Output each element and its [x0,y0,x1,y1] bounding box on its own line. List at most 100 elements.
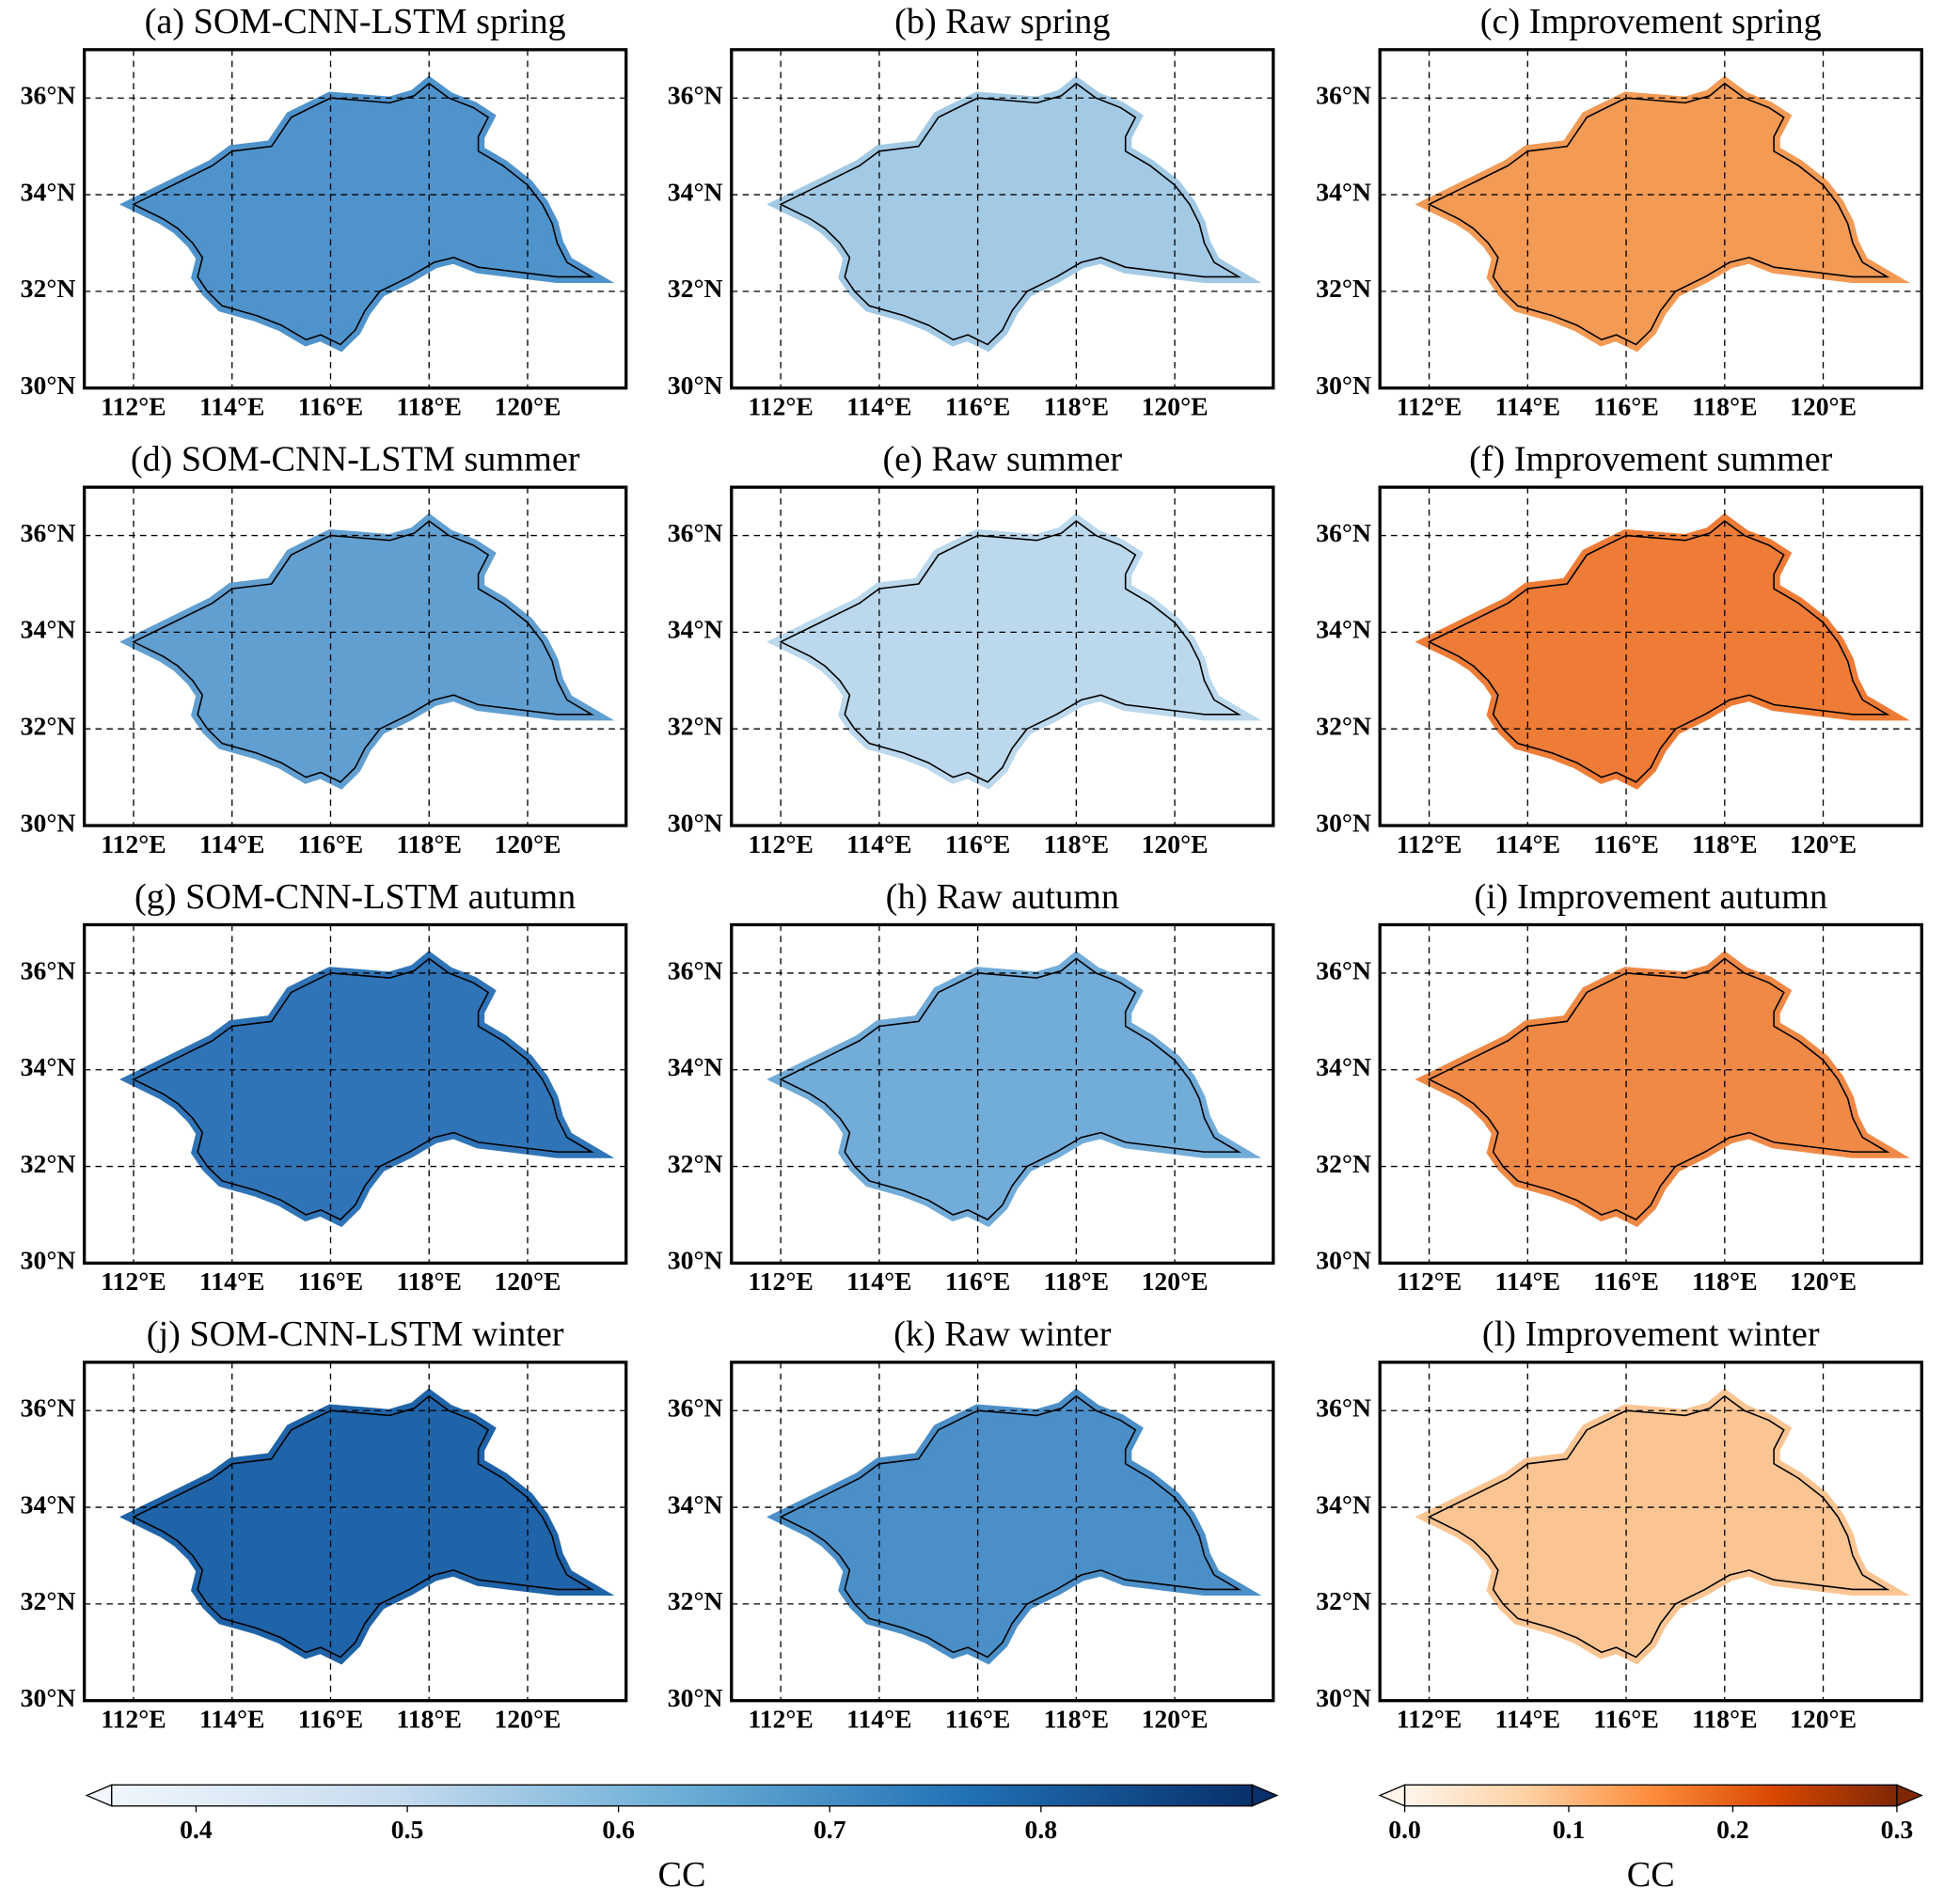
panel-title: (h) Raw autumn [886,877,1119,917]
x-tick-label: 116°E [298,391,364,420]
x-tick-label: 112°E [101,829,166,858]
map-panel: (e) Raw summer 112°E 114°E 116°E 118°E 120°E 3… [668,440,1275,858]
x-tick-label: 114°E [1495,391,1561,420]
colorbar: 0.4 0.5 0.6 0.7 0.8 CC [85,1784,1279,1895]
map-panel: (c) Improvement spring 112°E 114°E 116°E 118… [1316,2,1923,420]
basin-outline [1427,82,1890,346]
x-tick-label: 120°E [1142,1704,1209,1733]
y-tick-label: 30°N [21,1246,76,1275]
basin-outline [779,957,1242,1221]
x-tick-label: 120°E [1790,1704,1857,1733]
x-tick-label: 116°E [945,829,1011,858]
panel-title: (e) Raw summer [882,440,1122,480]
y-tick-label: 30°N [1316,1246,1371,1275]
y-tick-label: 32°N [21,274,76,303]
x-tick-label: 118°E [396,1267,462,1296]
y-tick-label: 34°N [21,1052,76,1081]
map-panel: (b) Raw spring 112°E 114°E 116°E 118°E 120°E 3… [668,2,1275,420]
panel-frame [1378,922,1923,1266]
colorbar-frame [110,1784,1254,1807]
y-tick-label: 32°N [1316,1586,1371,1615]
colorbar-tick-label: 0.2 [1716,1815,1749,1844]
colorbar-extend-low [1378,1784,1406,1807]
basin-field [767,1388,1262,1665]
x-tick-label: 114°E [846,1267,912,1296]
x-tick-label: 114°E [846,829,912,858]
basin-field [119,512,615,790]
basin-field [119,1388,615,1665]
y-tick-label: 30°N [668,370,723,400]
y-tick-label: 32°N [1316,712,1371,741]
x-tick-label: 112°E [1397,1267,1462,1296]
y-tick-label: 30°N [1316,370,1371,400]
map-panel: (a) SOM-CNN-LSTM spring 112°E 114°E 116°E 11… [21,2,628,420]
x-tick-label: 116°E [945,1267,1011,1296]
x-tick-label: 112°E [748,1704,814,1733]
y-tick-label: 30°N [21,808,76,837]
x-tick-label: 118°E [1044,391,1110,420]
x-tick-label: 120°E [1142,829,1209,858]
basin-field [1415,75,1910,353]
x-tick-label: 120°E [1790,391,1857,420]
x-tick-label: 116°E [1593,829,1659,858]
x-tick-label: 112°E [101,391,166,420]
x-tick-label: 114°E [1495,1267,1561,1296]
y-tick-label: 30°N [21,370,76,400]
basin-outline [1427,520,1890,783]
panel-frame [1378,48,1923,390]
panel-title: (f) Improvement summer [1469,440,1833,480]
y-tick-label: 34°N [21,615,76,644]
y-tick-label: 30°N [668,1683,723,1712]
x-tick-label: 118°E [396,1704,462,1733]
panel-frame [730,1361,1275,1703]
panel-title: (k) Raw winter [893,1314,1112,1354]
panel-frame [82,48,628,390]
colorbar-tick-label: 0.5 [391,1815,424,1844]
x-tick-label: 118°E [1692,391,1758,420]
x-tick-label: 114°E [846,1704,912,1733]
x-tick-label: 114°E [846,391,912,420]
y-tick-label: 32°N [1316,1149,1371,1178]
x-tick-label: 120°E [1790,1267,1857,1296]
x-tick-label: 118°E [1692,1704,1758,1733]
y-tick-label: 34°N [1316,1489,1371,1518]
y-tick-label: 34°N [668,615,723,644]
panel-frame [82,922,628,1266]
basin-field [1415,951,1910,1228]
x-tick-label: 112°E [748,829,814,858]
basin-field [767,951,1262,1228]
y-tick-label: 36°N [1316,955,1371,984]
y-tick-label: 36°N [668,1393,723,1423]
x-tick-label: 120°E [494,1267,561,1296]
x-tick-label: 118°E [1044,829,1110,858]
y-tick-label: 32°N [668,712,723,741]
x-tick-label: 120°E [1142,391,1209,420]
basin-outline [779,520,1242,783]
panel-frame [730,922,1275,1266]
y-tick-label: 32°N [668,1586,723,1615]
y-tick-label: 34°N [1316,615,1371,644]
colorbar-tick-label: 0.1 [1553,1815,1586,1844]
basin-outline [779,82,1242,346]
basin-field [767,512,1262,790]
map-panel: (k) Raw winter 112°E 114°E 116°E 118°E 120°E 3… [668,1314,1275,1733]
x-tick-label: 114°E [199,1704,265,1733]
y-tick-label: 30°N [668,1246,723,1275]
map-panel: (f) Improvement summer 112°E 114°E 116°E 118… [1316,440,1923,858]
panel-title: (d) SOM-CNN-LSTM summer [131,440,580,480]
basin-outline [132,520,594,783]
x-tick-label: 116°E [298,829,364,858]
basin-field [767,75,1262,353]
y-tick-label: 34°N [1316,1052,1371,1081]
panel-frame [1378,485,1923,827]
basin-outline [132,1394,594,1659]
x-tick-label: 112°E [101,1267,166,1296]
x-tick-label: 116°E [298,1267,364,1296]
y-tick-label: 36°N [1316,518,1371,547]
x-tick-label: 114°E [1495,1704,1561,1733]
x-tick-label: 114°E [199,1267,265,1296]
x-tick-label: 118°E [1044,1704,1110,1733]
x-tick-label: 114°E [1495,829,1561,858]
colorbar-tick-label: 0.0 [1388,1815,1421,1844]
y-tick-label: 34°N [668,1052,723,1081]
